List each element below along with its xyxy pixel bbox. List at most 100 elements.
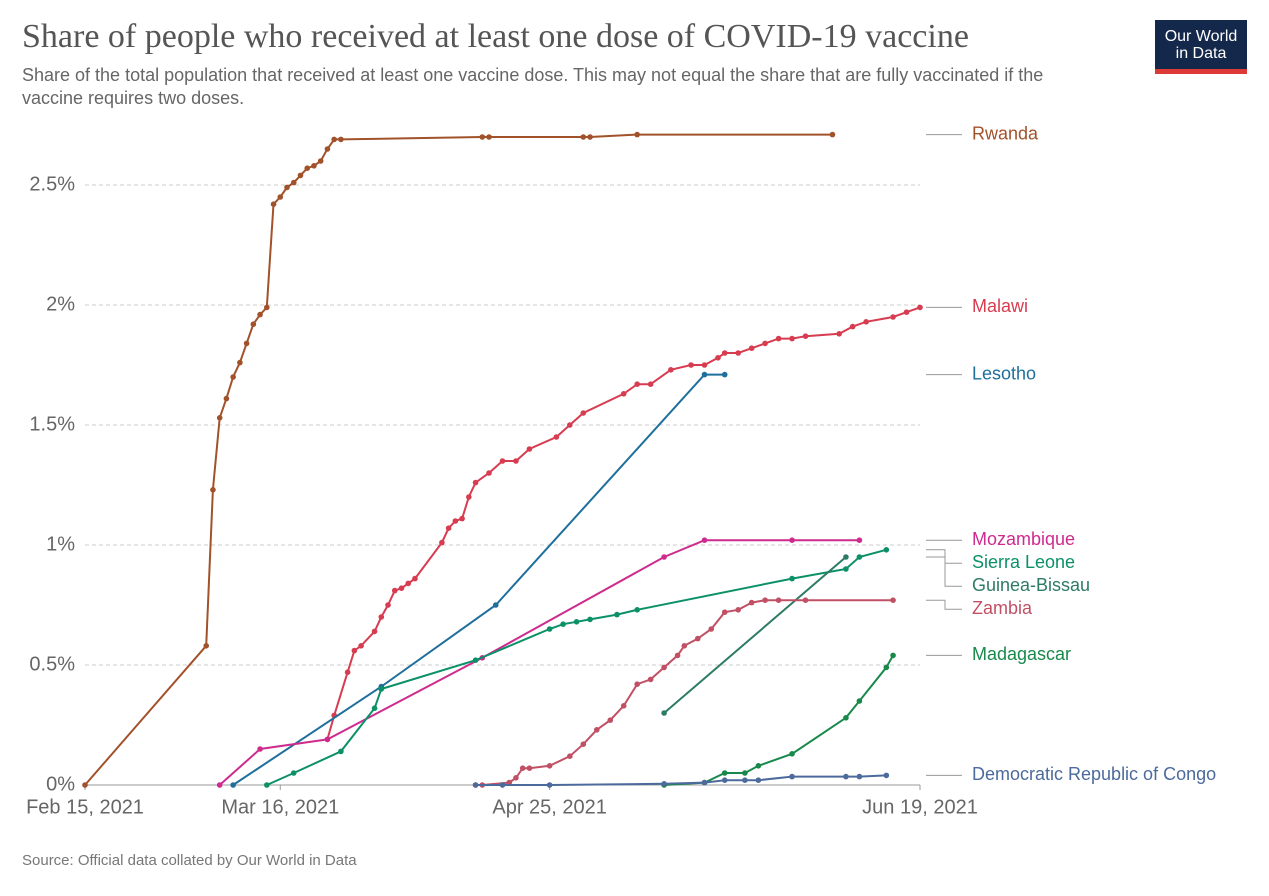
data-point [681, 643, 688, 649]
data-point [775, 335, 782, 342]
data-point [775, 597, 782, 603]
data-point [338, 136, 344, 143]
data-point [277, 194, 284, 200]
data-point [762, 340, 768, 347]
data-point [580, 134, 587, 140]
data-point [567, 753, 573, 759]
data-point [486, 470, 492, 476]
data-point [230, 374, 236, 380]
data-point [668, 367, 674, 373]
data-point [802, 333, 809, 340]
data-point [607, 717, 614, 723]
data-point [620, 703, 627, 709]
data-point [742, 777, 748, 783]
data-point [735, 350, 741, 356]
series-line [664, 654, 894, 786]
data-point [903, 309, 910, 316]
y-tick-label: 1.5% [29, 413, 75, 435]
data-point [580, 741, 587, 747]
data-point [883, 772, 890, 779]
data-point [829, 131, 836, 138]
x-tick-label: Feb 15, 2021 [26, 796, 144, 818]
logo-line: in Data [1175, 45, 1227, 62]
legend-label: Malawi [972, 296, 1028, 316]
data-point [755, 777, 762, 783]
chart-subtitle: Share of the total population that recei… [22, 65, 1044, 108]
logo[interactable]: Our World in Data [1155, 20, 1247, 74]
y-tick-label: 1% [46, 533, 75, 555]
legend-label: Rwanda [972, 123, 1039, 143]
data-point [466, 494, 472, 500]
data-point [701, 537, 708, 543]
data-point [405, 580, 412, 587]
data-point [257, 311, 263, 318]
data-point [580, 410, 587, 416]
data-point [762, 597, 768, 603]
data-point [789, 575, 795, 582]
data-point [843, 715, 849, 721]
data-point [243, 340, 250, 347]
data-point [890, 652, 896, 659]
data-point [789, 751, 795, 757]
series-line [266, 548, 887, 786]
data-point [472, 479, 479, 486]
data-point [634, 681, 640, 687]
data-point [890, 597, 896, 603]
data-point [546, 782, 553, 788]
data-point [371, 628, 378, 635]
data-point [715, 355, 721, 361]
y-tick-label: 0% [46, 773, 75, 795]
data-point [479, 134, 486, 140]
data-point [843, 554, 849, 560]
data-point [499, 458, 506, 464]
data-point [553, 434, 560, 440]
data-point [264, 304, 270, 311]
data-point [452, 518, 459, 524]
series-line [326, 306, 921, 740]
data-point [203, 643, 210, 649]
data-point [856, 554, 863, 560]
data-point [513, 775, 519, 781]
data-point [701, 362, 708, 368]
data-point [391, 587, 398, 594]
data-point [587, 134, 593, 140]
data-point [472, 782, 479, 788]
data-point [230, 782, 236, 788]
data-point [378, 686, 385, 692]
data-point [472, 657, 479, 663]
data-point [674, 652, 681, 659]
data-point [546, 626, 553, 632]
data-point [513, 458, 519, 464]
data-point [843, 773, 849, 780]
data-point [324, 736, 331, 743]
data-point [250, 321, 257, 328]
data-point [647, 381, 654, 388]
series-line [232, 373, 725, 786]
data-point [439, 539, 445, 546]
legend-label: Madagascar [972, 644, 1071, 664]
data-point [223, 395, 230, 402]
data-point [290, 179, 297, 186]
data-point [856, 537, 863, 543]
data-point [445, 525, 452, 531]
y-tick-label: 2.5% [29, 173, 75, 195]
data-point [701, 779, 708, 786]
data-point [237, 359, 243, 366]
data-point [270, 201, 277, 207]
data-point [351, 647, 358, 654]
data-point [661, 781, 667, 787]
label-connector [926, 556, 962, 587]
data-point [661, 710, 667, 716]
data-point [338, 748, 344, 755]
x-tick-label: Mar 16, 2021 [221, 796, 339, 818]
data-point [284, 184, 290, 191]
data-point [836, 331, 842, 337]
data-point [311, 163, 317, 169]
x-tick-label: Apr 25, 2021 [492, 796, 607, 818]
legend-label: Guinea-Bissau [972, 575, 1090, 595]
data-point [304, 165, 311, 171]
data-point [385, 602, 391, 608]
data-point [567, 422, 573, 428]
data-point [883, 547, 890, 553]
